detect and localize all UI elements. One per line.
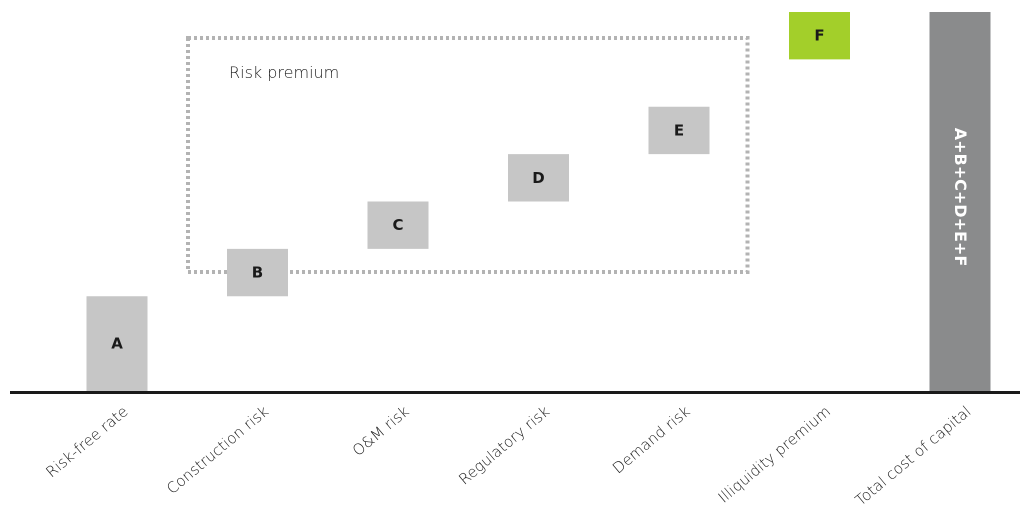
tick-label-illiquidity-premium: Illiquidity premium xyxy=(715,402,834,506)
bar-total-cost-of-capital xyxy=(929,12,991,391)
annotations-layer: Risk premium xyxy=(186,36,750,274)
bar-label-total-cost-of-capital: A+B+C+D+E+F xyxy=(951,128,970,267)
tick-labels: Risk-free rate Construction risk O&M risk R… xyxy=(42,402,974,509)
bar-label-oandm-risk: C xyxy=(392,216,403,234)
bar-group-regulatory-risk: D xyxy=(508,154,569,202)
bar-label-regulatory-risk: D xyxy=(532,169,544,187)
tick-label-oandm-risk: O&M risk xyxy=(349,402,413,460)
bar-group-risk-free-rate: A xyxy=(86,296,148,391)
bar-demand-risk xyxy=(648,106,710,155)
bar-group-illiquidity-premium: F xyxy=(789,12,850,60)
bar-group-total-cost-of-capital: A+B+C+D+E+F xyxy=(929,12,991,391)
bar-group-construction-risk: B xyxy=(227,248,288,297)
tick-label-regulatory-risk: Regulatory risk xyxy=(455,402,553,488)
bars-layer: A B C D E F A+B+C+D+E+F xyxy=(86,12,991,391)
bar-label-risk-free-rate: A xyxy=(111,335,123,353)
risk-premium-box xyxy=(186,36,750,274)
bar-label-illiquidity-premium: F xyxy=(814,27,824,45)
bar-construction-risk xyxy=(227,248,288,297)
tick-label-construction-risk: Construction risk xyxy=(163,402,272,498)
bar-group-demand-risk: E xyxy=(648,106,710,155)
bar-oandm-risk xyxy=(367,201,429,249)
bar-illiquidity-premium xyxy=(789,12,850,60)
bar-risk-free-rate xyxy=(86,296,148,391)
bar-label-demand-risk: E xyxy=(674,121,684,139)
bar-group-oandm-risk: C xyxy=(367,201,429,249)
tick-label-total-cost-of-capital: Total cost of capital xyxy=(852,402,975,509)
tick-label-demand-risk: Demand risk xyxy=(609,402,694,477)
tick-label-risk-free-rate: Risk-free rate xyxy=(42,402,131,481)
risk-premium-label: Risk premium xyxy=(229,63,339,82)
bar-label-construction-risk: B xyxy=(252,264,263,282)
bar-regulatory-risk xyxy=(508,154,569,202)
